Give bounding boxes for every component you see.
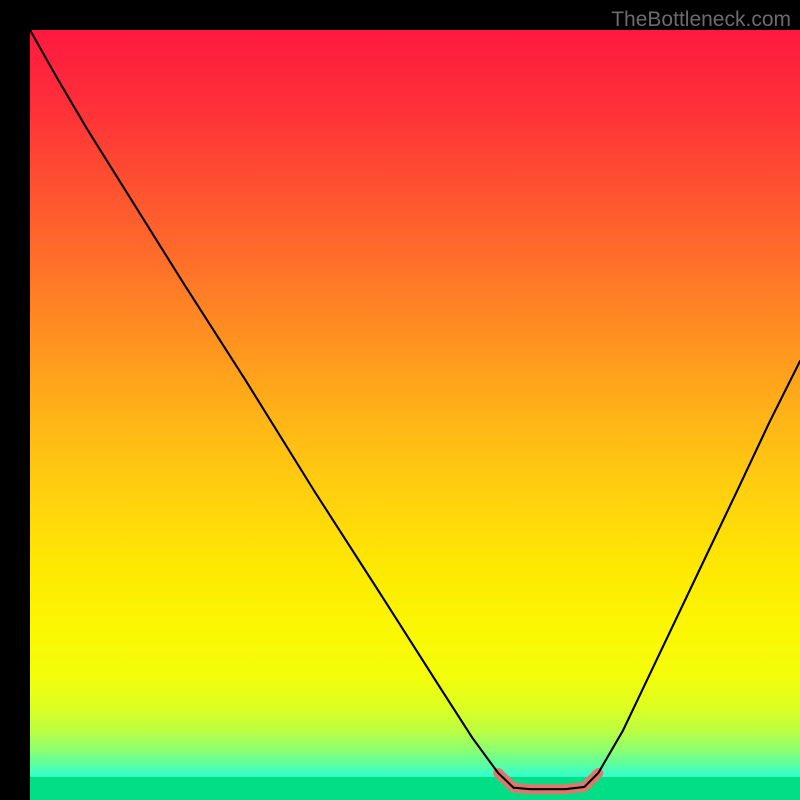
plot-area	[30, 30, 800, 800]
watermark-text: TheBottleneck.com	[611, 8, 791, 32]
chart-svg	[30, 30, 800, 800]
ideal-band	[30, 777, 800, 800]
chart-root: { "source": { "watermark_text": "TheBott…	[0, 0, 800, 800]
gradient-background	[30, 30, 800, 800]
